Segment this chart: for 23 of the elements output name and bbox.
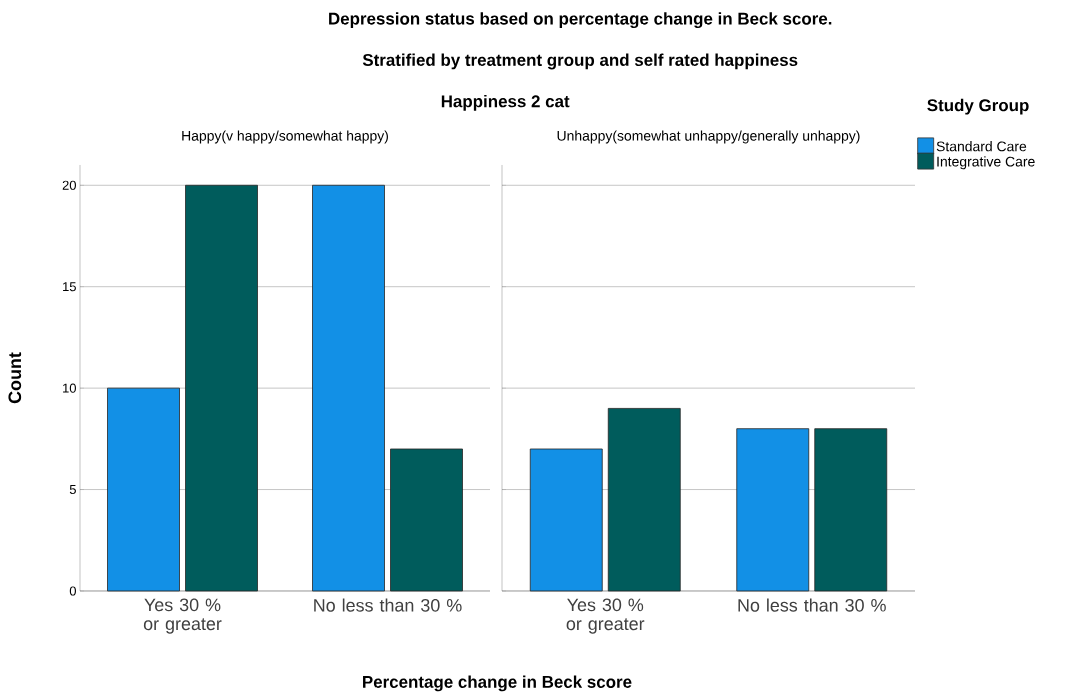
chart-title: Unhappy(somewhat unhappy/generally unhappy) [557, 130, 860, 144]
legend-label: Integrative Care [937, 156, 1035, 170]
y-tick-label: 15 [63, 282, 76, 292]
x-tick-label: Yes 30 % or greater [566, 598, 645, 634]
x-tick-label: No less than 30 % [738, 598, 886, 612]
x-tick-label: Yes 30 % or greater [143, 598, 222, 634]
y-tick-label: 5 [69, 485, 76, 495]
legend-title: Study Group [927, 98, 1029, 115]
chart-title: Happy(v happy/somewhat happy) [182, 130, 388, 144]
bar [312, 184, 385, 592]
legend-label: Standard Care [936, 141, 1027, 152]
x-tick-label: No less than 30 % [314, 598, 462, 612]
bar [107, 387, 180, 592]
text: Depression status based on percentage change in Beck score. [329, 12, 832, 29]
x-axis-title: Percentage change in Beck score [363, 675, 632, 692]
text: Stratified by treatment group and self rated happiness [362, 53, 798, 70]
bar [185, 184, 258, 592]
y-axis-title: Count [8, 352, 22, 404]
y-tick-label: 20 [62, 180, 76, 190]
y-tick-label: 10 [63, 383, 76, 393]
bar [390, 448, 463, 592]
y-tick-label: 0 [69, 586, 76, 596]
text: Happiness 2 cat [441, 94, 570, 111]
